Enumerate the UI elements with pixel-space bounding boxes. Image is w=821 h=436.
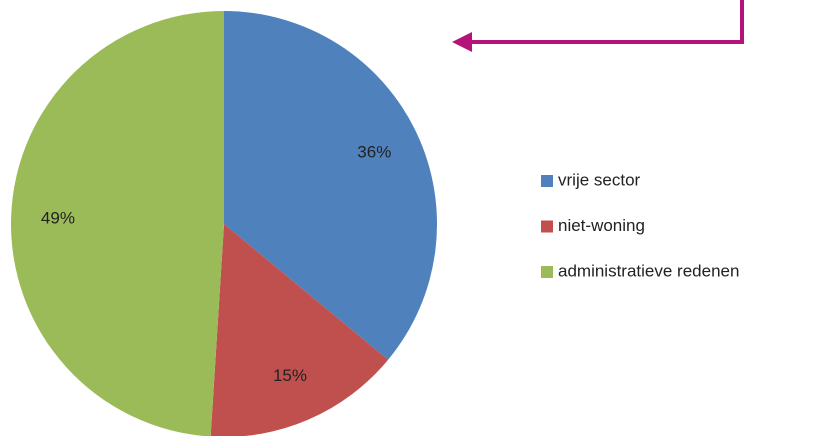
pie-slice bbox=[210, 224, 389, 436]
legend-label: administratieve redenen bbox=[558, 261, 739, 280]
legend-swatch bbox=[541, 220, 553, 233]
data-label: 15% bbox=[273, 366, 307, 385]
pie-slice bbox=[11, 11, 224, 436]
legend-swatch bbox=[541, 266, 553, 278]
legend-label: vrije sector bbox=[558, 170, 641, 189]
legend-label: niet-woning bbox=[558, 216, 645, 235]
data-label: 36% bbox=[357, 143, 391, 162]
callout-arrow bbox=[452, 0, 744, 52]
data-label: 49% bbox=[41, 208, 75, 227]
legend-swatch bbox=[541, 175, 553, 187]
pie-slice bbox=[224, 11, 438, 360]
